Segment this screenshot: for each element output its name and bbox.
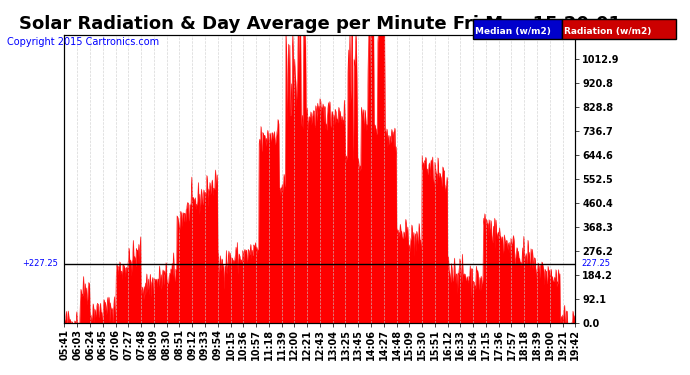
Text: +227.25: +227.25 [22, 260, 58, 268]
Text: 227.25: 227.25 [582, 260, 611, 268]
Text: Median (w/m2): Median (w/m2) [475, 27, 551, 36]
Text: Copyright 2015 Cartronics.com: Copyright 2015 Cartronics.com [7, 37, 159, 47]
Title: Solar Radiation & Day Average per Minute Fri May 15 20:01: Solar Radiation & Day Average per Minute… [19, 15, 621, 33]
Text: Radiation (w/m2): Radiation (w/m2) [564, 27, 652, 36]
